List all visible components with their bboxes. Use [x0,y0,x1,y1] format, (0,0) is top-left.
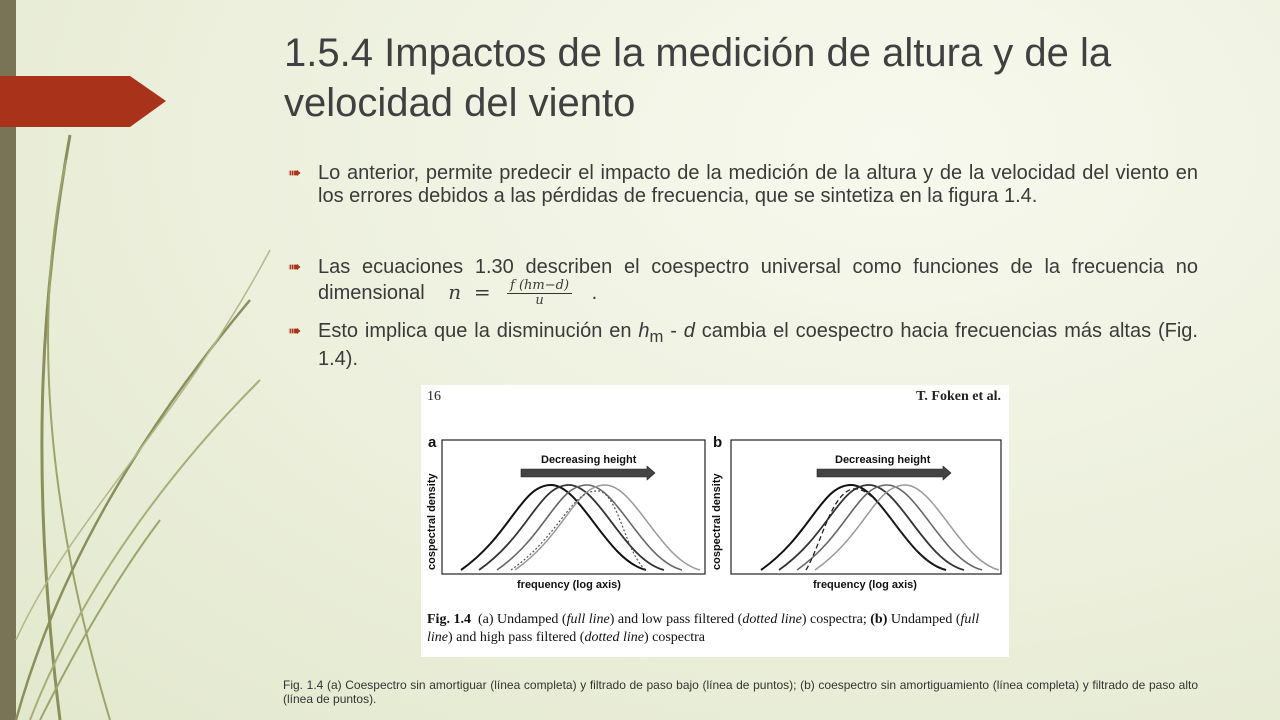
symbol-h: h [638,320,650,342]
equation-period: . [591,281,598,304]
panel-a-arrow [520,465,656,481]
panel-b-arrow [816,465,952,481]
caption-a-mid: ) and low pass filtered ( [609,612,743,627]
caption-fig-label: Fig. 1.4 [427,612,471,627]
panel-a-label: a [428,434,437,451]
panel-b-label: b [713,434,722,451]
bullet-arrow-icon: ➠ [288,165,302,182]
caption-a-pre: (a) Undamped ( [477,612,567,627]
bullet-1: ➠ Lo anterior, permite predecir el impac… [288,162,1198,208]
figure-plots: a cospectral density Decreasing height f… [426,434,1002,591]
caption-full-line: full line [566,612,610,627]
panel-a-curve-3 [496,484,683,571]
bullet-arrow-icon: ➠ [288,259,302,276]
panel-b-xlabel: frequency (log axis) [813,579,917,591]
bullet-3-text: Esto implica que la disminución en hm - … [318,320,1198,371]
caption-b-mid: ) and high pass filtered ( [448,630,585,645]
panel-b-arrow-label: Decreasing height [835,454,931,466]
panel-a-curve-2 [478,484,665,571]
panel-a-dotted-curve [510,490,647,571]
panel-a-curve-4 [514,484,701,571]
bullet-2-text: Las ecuaciones 1.30 describen el coespec… [318,256,1198,304]
bottom-caption: Fig. 1.4 (a) Coespectro sin amortiguar (… [283,678,1198,706]
left-sidebar-bar [0,0,16,720]
panel-b-curve-2 [778,484,965,571]
slide-title: 1.5.4 Impactos de la medición de altura … [284,31,1112,125]
caption-b-full-line: full line [427,612,980,645]
caption-b-dotted-line: dotted line [584,630,644,645]
equation-lhs: n [448,280,462,304]
panel-a-arrow-label: Decreasing height [541,454,637,466]
decorative-swirls [14,134,271,720]
panel-a-xlabel: frequency (log axis) [517,579,621,591]
caption-b-pre: Undamped ( [887,612,961,627]
caption-b-label: (b) [870,612,888,627]
panel-b-curve-3 [796,484,983,571]
equation-equals: = [473,280,491,304]
bullet-3-post: cambia el coespectro hacia frecuencias m… [318,320,1198,370]
equation-numerator: f (hm−d) [507,279,573,294]
bullet-3-mid: - [663,320,684,342]
panel-b-frame [730,439,1002,575]
nondimensional-frequency-equation: n = f (hm−d) u [448,279,573,308]
bullet-3: ➠ Esto implica que la disminución en hm … [288,320,1198,371]
figure-1-4: a cospectral density Decreasing height f… [421,385,1009,657]
figure-author: T. Foken et al. [916,389,1001,404]
figure-caption: Fig. 1.4 (a) Undamped (full line) and lo… [427,611,1001,647]
panel-b-curve-4 [814,484,1000,571]
panel-b-curve-1 [760,483,947,571]
caption-b-post: ) cospectra [643,630,705,645]
caption-a-post: ) cospectra; [801,612,871,627]
bullet-arrow-icon: ➠ [288,323,302,340]
symbol-m: m [649,327,664,346]
title-accent-shape [0,76,166,127]
bullet-1-text: Lo anterior, permite predecir el impacto… [318,162,1198,207]
bullet-3-pre: Esto implica que la disminución en [318,320,639,342]
panel-b-ylabel: cospectral density [711,473,723,570]
panel-b-dotted-curve [805,488,947,571]
panel-a-curve-1 [460,483,647,571]
caption-dotted-line: dotted line [742,612,802,627]
panel-a-ylabel: cospectral density [426,473,438,570]
bullet-2-line: Las ecuaciones 1.30 describen el coespec… [318,256,1198,308]
symbol-d: d [683,320,695,342]
panel-a-frame [441,439,706,575]
equation-fraction: f (hm−d) u [507,279,573,308]
equation-denominator: u [535,293,544,308]
figure-page-number: 16 [427,389,441,404]
bullet-2: ➠ Las ecuaciones 1.30 describen el coesp… [288,256,1198,308]
